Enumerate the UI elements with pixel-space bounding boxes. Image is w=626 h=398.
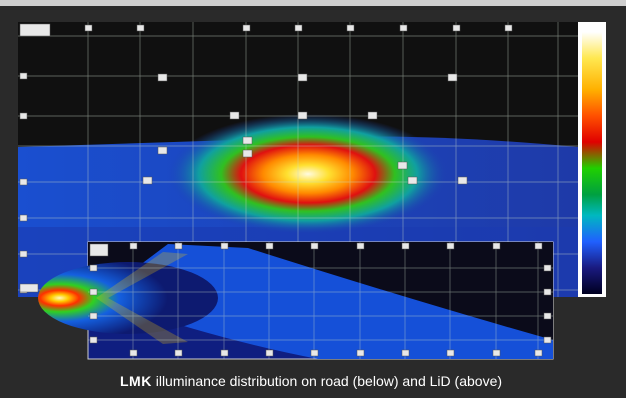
grid-label-box: [310, 349, 319, 357]
color-scale-bar: [582, 32, 602, 294]
grid-label-box: [19, 72, 28, 80]
grid-label-box: [452, 24, 461, 32]
grid-label-box: [242, 136, 253, 145]
grid-label-box: [220, 349, 229, 357]
grid-label-box: [534, 242, 543, 250]
top-border: [0, 0, 626, 6]
grid-label-box: [136, 24, 145, 32]
grid-label-box: [297, 73, 308, 82]
road-inset: [38, 241, 554, 360]
grid-label-box: [397, 161, 408, 170]
grid-label-box: [89, 312, 98, 320]
grid-label-box: [157, 146, 168, 155]
grid-label-box: [543, 336, 552, 344]
hotspot-lid: [168, 114, 448, 234]
grid-label-box: [129, 242, 138, 250]
grid-label-box: [19, 250, 28, 258]
caption-text: illuminance distribution on road (below)…: [151, 373, 503, 389]
grid-label-box: [399, 24, 408, 32]
luminance-plot-area: [18, 22, 610, 364]
grid-label-box: [447, 73, 458, 82]
grid-label-box: [242, 149, 253, 158]
grid-label-box: [89, 288, 98, 296]
grid-label-box: [242, 24, 251, 32]
grid-label-box: [174, 349, 183, 357]
grid-label-box: [407, 176, 418, 185]
luminance-image: [18, 22, 606, 360]
grid-label-box: [492, 242, 501, 250]
grid-label-box: [543, 264, 552, 272]
grid-label-box: [229, 111, 240, 120]
grid-label-box: [401, 242, 410, 250]
grid-label-box: [89, 243, 109, 257]
grid-label-box: [265, 349, 274, 357]
grid-label-box: [19, 283, 39, 293]
grid-label-box: [310, 242, 319, 250]
grid-label-box: [543, 312, 552, 320]
grid-label-box: [504, 24, 513, 32]
hotspot-road: [38, 262, 218, 334]
grid-label-box: [297, 111, 308, 120]
grid-label-box: [142, 176, 153, 185]
grid-label-box: [19, 178, 28, 186]
grid-label-box: [129, 349, 138, 357]
grid-label-box: [346, 24, 355, 32]
grid-label-box: [446, 242, 455, 250]
lmk-brand: LMK: [120, 373, 152, 389]
grid-label-box: [19, 112, 28, 120]
grid-label-box: [543, 288, 552, 296]
grid-label-box: [157, 73, 168, 82]
grid-label-box: [356, 349, 365, 357]
tick-labels: [19, 23, 513, 294]
grid-label-box: [89, 264, 98, 272]
grid-label-box: [220, 242, 229, 250]
grid-label-box: [534, 349, 543, 357]
grid-label-box: [19, 23, 51, 37]
grid-label-box: [356, 242, 365, 250]
grid-label-box: [401, 349, 410, 357]
grid-label-box: [367, 111, 378, 120]
grid-label-box: [89, 336, 98, 344]
figure-caption: LMK illuminance distribution on road (be…: [120, 373, 620, 389]
grid-label-box: [265, 242, 274, 250]
grid-label-box: [19, 214, 28, 222]
grid-label-box: [446, 349, 455, 357]
grid-label-box: [84, 24, 93, 32]
grid-label-box: [457, 176, 468, 185]
grid-label-box: [492, 349, 501, 357]
grid-label-box: [294, 24, 303, 32]
grid-label-box: [174, 242, 183, 250]
